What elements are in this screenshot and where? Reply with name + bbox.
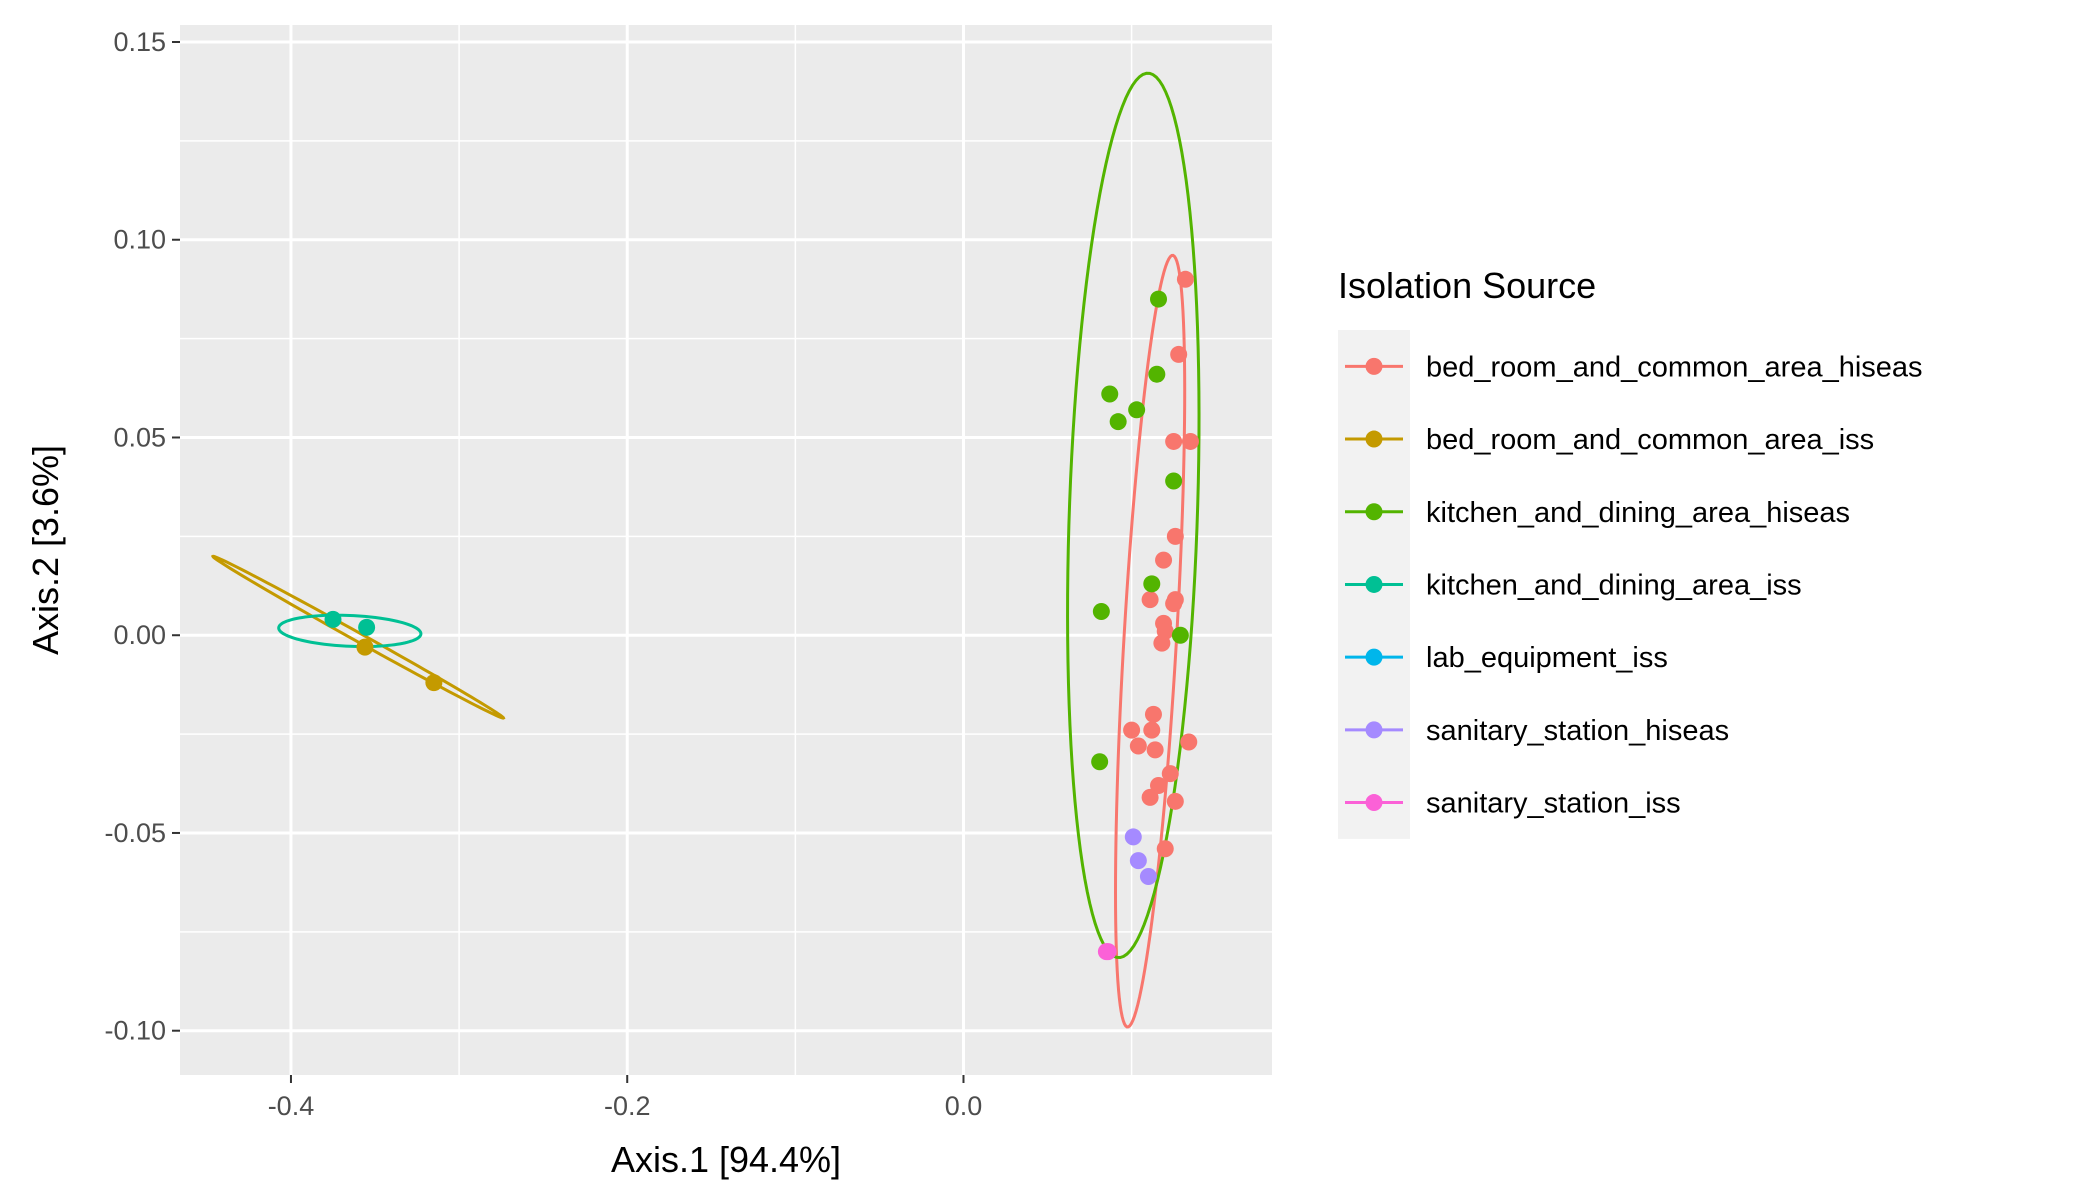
legend-marker — [1365, 575, 1383, 593]
point-kitchen_and_dining_area_hiseas — [1092, 602, 1110, 620]
plot-panel — [180, 25, 1272, 1075]
point-kitchen_and_dining_area_hiseas — [1148, 365, 1166, 383]
point-kitchen_and_dining_area_hiseas — [1165, 472, 1183, 490]
legend-item: bed_room_and_common_area_iss — [1345, 424, 1874, 456]
point-bed_room_and_common_area_hiseas — [1129, 737, 1147, 755]
point-bed_room_and_common_area_iss — [356, 638, 374, 656]
legend-marker — [1365, 430, 1383, 448]
legend-label: bed_room_and_common_area_iss — [1426, 424, 1874, 456]
legend-items: bed_room_and_common_area_hiseas bed_room_… — [1345, 351, 1923, 820]
ellipse-kitchen_and_dining_area_hiseas — [1066, 71, 1201, 960]
point-bed_room_and_common_area_hiseas — [1166, 792, 1184, 810]
y-tick-label: -0.05 — [104, 818, 166, 848]
point-sanitary_station_iss — [1099, 943, 1117, 961]
y-tick-label: 0.05 — [113, 422, 166, 452]
point-sanitary_station_hiseas — [1124, 828, 1142, 846]
point-bed_room_and_common_area_hiseas — [1123, 721, 1141, 739]
point-bed_room_and_common_area_hiseas — [1165, 432, 1183, 450]
legend-item: lab_equipment_iss — [1345, 642, 1668, 674]
legend-marker — [1365, 794, 1383, 812]
y-tick-label: 0.00 — [113, 620, 166, 650]
x-tick-label: -0.4 — [268, 1091, 315, 1121]
ellipse-bed_room_and_common_area_hiseas — [1114, 253, 1187, 1029]
legend-item: sanitary_station_hiseas — [1345, 715, 1729, 747]
minor-gridlines — [180, 25, 1272, 1075]
point-bed_room_and_common_area_hiseas — [1141, 788, 1159, 806]
point-bed_room_and_common_area_hiseas — [1166, 527, 1184, 545]
legend-label: lab_equipment_iss — [1426, 642, 1668, 674]
point-sanitary_station_hiseas — [1139, 867, 1157, 885]
legend: Isolation Source bed_room_and_common_are… — [1338, 265, 1923, 839]
x-axis-title: Axis.1 [94.4%] — [611, 1139, 841, 1180]
y-axis: 0.15 0.10 0.05 0.00 -0.05 -0.10 — [104, 27, 180, 1046]
ellipse-kitchen_and_dining_area_iss — [277, 613, 423, 649]
legend-title: Isolation Source — [1338, 265, 1596, 306]
legend-marker — [1365, 721, 1383, 739]
point-bed_room_and_common_area_hiseas — [1156, 840, 1174, 858]
legend-marker — [1365, 503, 1383, 521]
point-kitchen_and_dining_area_hiseas — [1150, 290, 1168, 308]
point-bed_room_and_common_area_hiseas — [1180, 733, 1198, 751]
point-bed_room_and_common_area_hiseas — [1153, 634, 1171, 652]
y-tick-label: 0.10 — [113, 225, 166, 255]
point-bed_room_and_common_area_hiseas — [1161, 765, 1179, 783]
legend-item: kitchen_and_dining_area_hiseas — [1345, 497, 1850, 529]
x-axis: -0.4 -0.2 0.0 — [268, 1075, 983, 1121]
point-sanitary_station_hiseas — [1129, 852, 1147, 870]
y-axis-title: Axis.2 [3.6%] — [25, 445, 66, 655]
legend-label: kitchen_and_dining_area_hiseas — [1426, 497, 1850, 529]
legend-label: sanitary_station_hiseas — [1426, 715, 1729, 747]
point-bed_room_and_common_area_hiseas — [1150, 777, 1168, 795]
x-tick-label: -0.2 — [604, 1091, 651, 1121]
data-points — [324, 270, 1199, 961]
legend-marker — [1365, 648, 1383, 666]
x-tick-label: 0.0 — [945, 1091, 983, 1121]
point-kitchen_and_dining_area_hiseas — [1101, 385, 1119, 403]
point-bed_room_and_common_area_hiseas — [1143, 721, 1161, 739]
point-bed_room_and_common_area_hiseas — [1181, 432, 1199, 450]
point-kitchen_and_dining_area_hiseas — [1109, 413, 1127, 431]
point-bed_room_and_common_area_hiseas — [1155, 551, 1173, 569]
legend-item: sanitary_station_iss — [1345, 788, 1681, 820]
y-tick-label: -0.10 — [104, 1016, 166, 1046]
legend-item: bed_room_and_common_area_hiseas — [1345, 351, 1923, 383]
y-tick-label: 0.15 — [113, 27, 166, 57]
legend-label: sanitary_station_iss — [1426, 788, 1681, 820]
legend-label: bed_room_and_common_area_hiseas — [1426, 351, 1923, 383]
point-bed_room_and_common_area_hiseas — [1144, 705, 1162, 723]
point-kitchen_and_dining_area_iss — [358, 618, 376, 636]
point-kitchen_and_dining_area_hiseas — [1128, 401, 1146, 419]
point-kitchen_and_dining_area_hiseas — [1143, 575, 1161, 593]
point-bed_room_and_common_area_iss — [425, 674, 443, 692]
legend-item: kitchen_and_dining_area_iss — [1345, 569, 1802, 601]
point-bed_room_and_common_area_hiseas — [1141, 591, 1159, 609]
point-bed_room_and_common_area_hiseas — [1176, 270, 1194, 288]
point-bed_room_and_common_area_hiseas — [1170, 345, 1188, 363]
point-bed_room_and_common_area_hiseas — [1165, 595, 1183, 613]
legend-label: kitchen_and_dining_area_iss — [1426, 569, 1802, 601]
point-kitchen_and_dining_area_iss — [324, 610, 342, 628]
point-kitchen_and_dining_area_hiseas — [1171, 626, 1189, 644]
major-gridlines — [180, 25, 1272, 1075]
point-bed_room_and_common_area_hiseas — [1146, 741, 1164, 759]
legend-marker — [1365, 357, 1383, 375]
point-kitchen_and_dining_area_hiseas — [1091, 753, 1109, 771]
